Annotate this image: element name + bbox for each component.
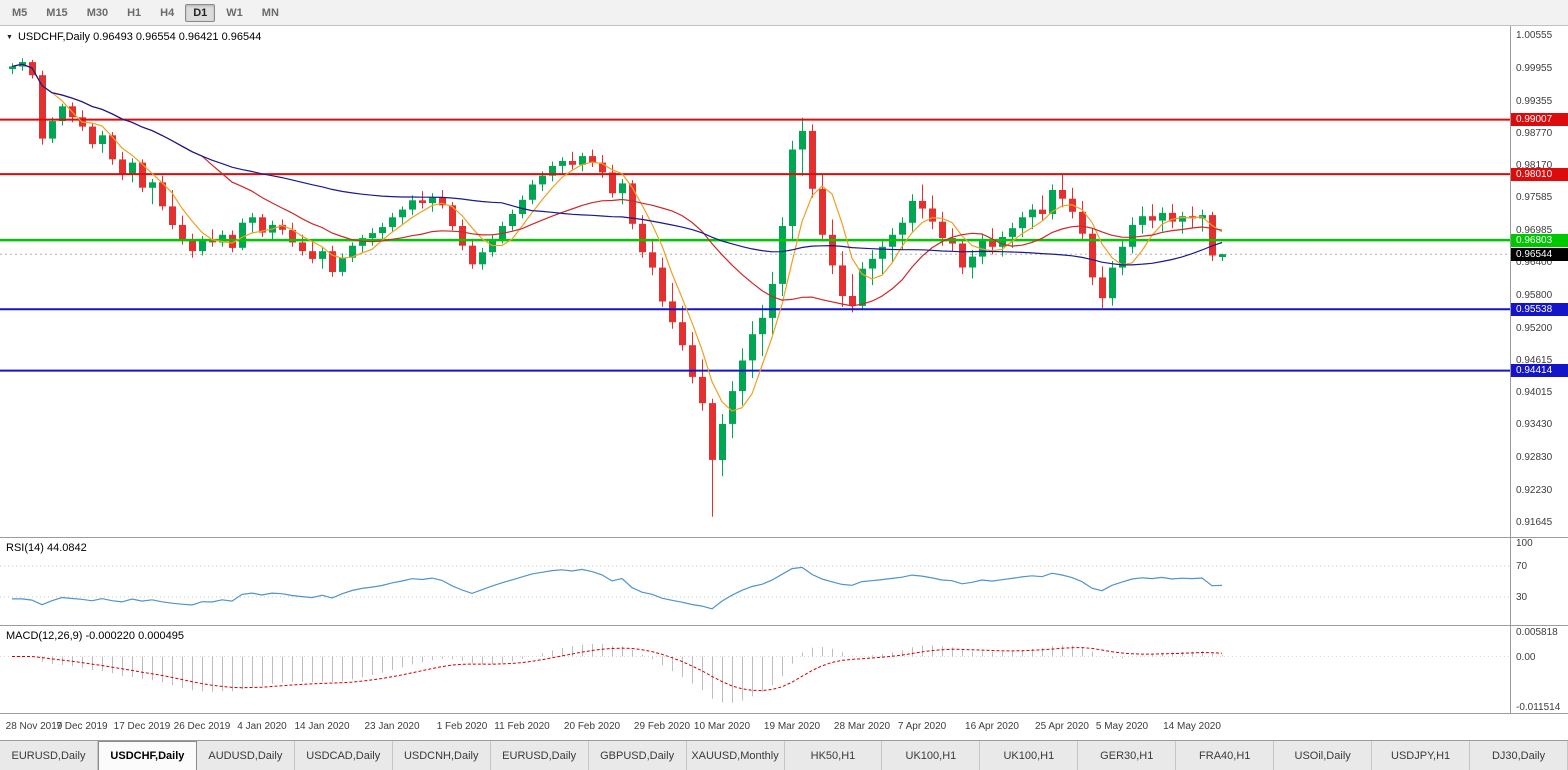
price-tag[interactable]: 0.98010 [1511,167,1568,181]
axis-label: 0.92830 [1516,452,1553,464]
axis-label: 0.97585 [1516,192,1553,204]
timeframe-button-d1[interactable]: D1 [185,3,216,22]
timeframe-toolbar: M5 M15 M30 H1 H4 D1 W1 MN [0,0,1568,26]
axis-label: 0.94015 [1516,387,1553,399]
macd-pane[interactable]: MACD(12,26,9) -0.000220 0.000495 0.00581… [0,626,1568,714]
price-tag[interactable]: 0.96803 [1511,233,1568,247]
price-tag[interactable]: 0.95538 [1511,302,1568,316]
rsi-line [12,566,1223,610]
chart-tab-xauusd-monthly[interactable]: XAUUSD,Monthly [686,741,785,770]
timeframe-button-m30[interactable]: M30 [86,6,109,19]
date-axis[interactable]: 28 Nov 2019 7 Dec 2019 17 Dec 2019 26 Dec 2… [0,714,1568,741]
axis-label: 0.91645 [1516,517,1553,528]
chart-tab-usdchf-daily[interactable]: USDCHF,Daily [97,741,197,770]
date-label: 17 Dec 2019 [113,721,171,732]
rsi-pane[interactable]: RSI(14) 44.0842 100 70 30 [0,538,1568,626]
macd-signal-line [12,647,1223,692]
date-label: 20 Feb 2020 [563,721,621,732]
date-label: 28 Mar 2020 [833,721,891,732]
chart-tab-usdcnh-daily[interactable]: USDCNH,Daily [392,741,491,770]
macd-axis[interactable]: 0.005818 0.00 -0.011514 [1510,626,1568,713]
horizontal-levels[interactable] [0,118,1510,372]
date-label: 25 Apr 2020 [1035,721,1089,732]
rsi-label: RSI(14) 44.0842 [6,542,87,554]
price-plot[interactable] [0,26,1510,537]
date-label: 7 Dec 2019 [56,721,108,732]
axis-label: 0.005818 [1516,627,1558,638]
ma-50-line [11,63,1223,266]
axis-label: 30 [1516,591,1528,603]
macd-label: MACD(12,26,9) -0.000220 0.000495 [6,630,184,642]
chart-title: ▼ USDCHF,Daily 0.96493 0.96554 0.96421 0… [6,31,261,43]
axis-label: 0.96400 [1516,257,1553,269]
date-label: 4 Jan 2020 [237,721,287,732]
chart-tabs: EURUSD,Daily USDCHF,Daily AUDUSD,Daily USDC… [0,741,1568,770]
axis-label: 0.95800 [1516,289,1553,301]
chart-tab-usoil-daily[interactable]: USOil,Daily [1274,741,1373,770]
candles [9,58,1226,517]
axis-label: 0.99955 [1516,62,1553,74]
price-tag[interactable]: 0.96544 [1511,247,1568,261]
date-label: 29 Feb 2020 [633,721,691,732]
axis-label: 0.98770 [1516,127,1553,139]
rsi-plot[interactable] [0,538,1510,625]
chart-title-text: USDCHF,Daily 0.96493 0.96554 0.96421 0.9… [17,31,262,43]
axis-label: 0.96985 [1516,225,1553,237]
axis-label: 0.98170 [1516,160,1553,172]
axis-label: 0.99355 [1516,95,1553,107]
ma-20-line [11,63,1223,307]
price-tag[interactable]: 0.94414 [1511,364,1568,378]
date-label: 1 Feb 2020 [436,721,488,732]
timeframe-button-mn[interactable]: MN [261,6,279,19]
chart-tab-usdcad-daily[interactable]: USDCAD,Daily [294,741,393,770]
chart-tab-uk100-h1[interactable]: UK100,H1 [882,741,981,770]
axis-label: 0.94615 [1516,354,1553,366]
chart-tab-ger30-h1[interactable]: GER30,H1 [1078,741,1177,770]
axis-label: 0.93430 [1516,419,1553,431]
timeframe-button-m15[interactable]: M15 [46,6,68,19]
date-label: 5 May 2020 [1095,721,1149,732]
price-tag[interactable]: 0.99007 [1511,113,1568,127]
date-label: 11 Feb 2020 [494,721,550,732]
date-label: 28 Nov 2019 [5,721,63,732]
chart-tab-dj30-daily[interactable]: DJ30,Daily [1470,741,1568,770]
date-label: 19 Mar 2020 [763,721,821,732]
chart-dropdown-icon[interactable]: ▼ [6,33,13,41]
timeframe-button-h4[interactable]: H4 [160,6,175,19]
date-label: 7 Apr 2020 [897,721,947,732]
main-chart-pane[interactable]: ▼ USDCHF,Daily 0.96493 0.96554 0.96421 0… [0,26,1568,538]
date-label: 23 Jan 2020 [364,721,420,732]
chart-tab-hk50-h1[interactable]: HK50,H1 [784,741,883,770]
rsi-axis[interactable]: 100 70 30 [1510,538,1568,625]
date-label: 14 Jan 2020 [294,721,350,732]
axis-label: 70 [1516,561,1528,573]
axis-label: 100 [1516,538,1533,549]
date-label: 14 May 2020 [1163,721,1221,732]
chart-tab-eurusd-daily[interactable]: EURUSD,Daily [0,741,98,770]
chart-tab-audusd-daily[interactable]: AUDUSD,Daily [196,741,295,770]
axis-label: 0.00 [1516,651,1536,663]
chart-tab-uk100-h1[interactable]: UK100,H1 [980,741,1079,770]
timeframe-button-w1[interactable]: W1 [226,6,243,19]
chart-tab-gbpusd-daily[interactable]: GBPUSD,Daily [588,741,687,770]
axis-label: -0.011514 [1516,702,1561,713]
chart-tab-fra40-h1[interactable]: FRA40,H1 [1176,741,1275,770]
timeframe-button-h1[interactable]: H1 [127,6,142,19]
axis-label: 1.00555 [1516,30,1553,41]
ma-5-line [11,63,1223,412]
axis-label: 0.92230 [1516,485,1553,496]
axis-label: 0.95200 [1516,322,1553,334]
date-label: 10 Mar 2020 [693,721,751,732]
timeframe-button-m5[interactable]: M5 [12,6,28,19]
macd-histogram [22,643,1223,703]
chart-tab-usdjpy-h1[interactable]: USDJPY,H1 [1372,741,1471,770]
macd-plot[interactable] [0,626,1510,713]
chart-tab-eurusd-daily[interactable]: EURUSD,Daily [490,741,589,770]
date-label: 16 Apr 2020 [965,721,1019,732]
price-axis[interactable]: 1.00555 0.99955 0.99355 0.98770 0.98170 0.975… [1510,26,1568,537]
date-label: 26 Dec 2019 [173,721,231,732]
